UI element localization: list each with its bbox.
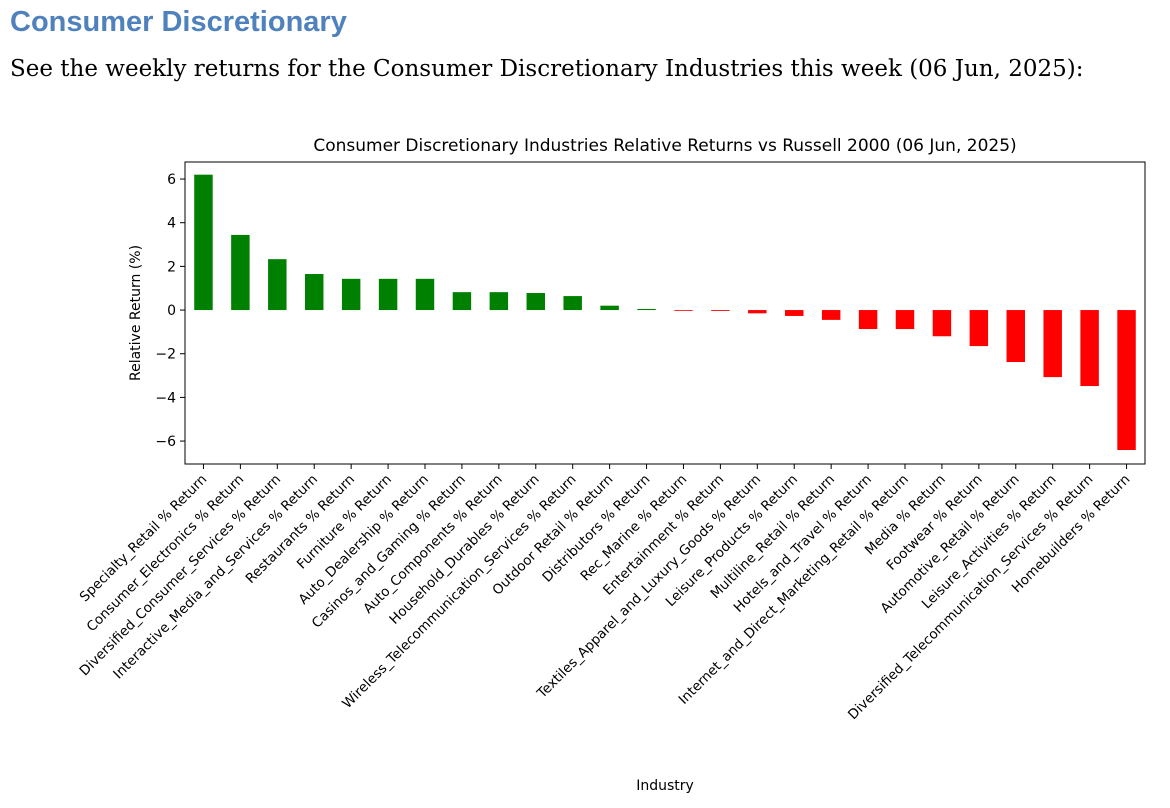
bar <box>895 310 915 330</box>
bar <box>711 310 730 311</box>
y-axis-label: Relative Return (%) <box>128 245 144 381</box>
bar <box>1117 310 1136 451</box>
bar <box>378 278 398 311</box>
intro-text: See the weekly returns for the Consumer … <box>10 56 1084 82</box>
bar <box>563 296 582 311</box>
y-tick-label: 6 <box>167 172 176 188</box>
bar <box>821 310 841 320</box>
bar <box>452 292 472 311</box>
bar <box>1043 310 1062 378</box>
bar <box>305 274 324 311</box>
bar <box>674 310 693 311</box>
y-tick-label: −4 <box>155 390 176 406</box>
bar <box>231 234 250 311</box>
x-tick-label: Consumer_Electronics % Return <box>84 472 248 636</box>
x-axis-label: Industry <box>636 778 694 794</box>
bar <box>415 278 435 311</box>
bar <box>858 310 878 330</box>
bar <box>341 278 361 311</box>
chart-title: Consumer Discretionary Industries Relati… <box>313 136 1016 156</box>
bar <box>1006 310 1025 363</box>
bar <box>526 293 545 311</box>
bar <box>1080 310 1099 387</box>
y-tick-label: 4 <box>167 216 176 232</box>
bar <box>489 292 509 311</box>
bar <box>600 305 619 311</box>
y-tick-label: 0 <box>167 303 176 319</box>
y-tick-label: −6 <box>155 434 176 450</box>
bar <box>268 259 287 311</box>
y-tick-label: −2 <box>155 347 176 363</box>
bar <box>748 310 767 314</box>
y-tick-label: 2 <box>167 259 176 275</box>
bar <box>785 310 804 316</box>
bar <box>194 174 213 311</box>
section-heading: Consumer Discretionary <box>10 6 347 38</box>
bar <box>637 308 656 311</box>
bar <box>932 310 952 337</box>
plot-frame <box>184 161 1146 465</box>
bar <box>969 310 989 347</box>
